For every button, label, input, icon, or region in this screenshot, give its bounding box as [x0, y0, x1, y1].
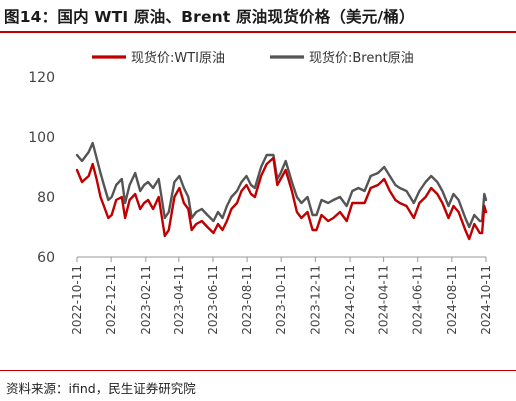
x-tick-label: 2022-12-11 [104, 265, 118, 335]
footer-rule [0, 370, 516, 371]
x-axis: 2022-10-11 2022-12-11 2023-02-11 2023-04-11… [70, 256, 493, 335]
x-tick-label: 2022-10-11 [70, 265, 84, 335]
y-tick-label: 120 [28, 70, 55, 86]
legend-label-wti: 现货价:WTI原油 [131, 50, 225, 66]
series-group [75, 141, 488, 241]
x-tick-label: 2023-08-11 [240, 265, 254, 335]
y-tick-label: 80 [37, 190, 55, 206]
x-tick-label: 2024-08-11 [445, 265, 459, 335]
title-rule [0, 31, 516, 33]
x-tick-label: 2024-10-11 [479, 265, 493, 335]
x-tick-label: 2023-04-11 [172, 265, 186, 335]
y-tick-label: 100 [28, 130, 55, 146]
source-note: 资料来源：ifind，民生证券研究院 [6, 381, 196, 396]
x-tick-label: 2023-10-11 [274, 265, 288, 335]
y-tick-label: 60 [37, 250, 55, 266]
x-tick-label: 2024-06-11 [411, 265, 425, 335]
x-tick-label: 2024-02-11 [343, 265, 357, 335]
x-tick-label: 2024-04-11 [377, 265, 391, 335]
series-line-brent [75, 141, 488, 229]
series-line-wti [75, 156, 488, 241]
x-tick-label: 2023-02-11 [139, 265, 153, 335]
x-tick-label: 2023-06-11 [206, 265, 220, 335]
legend: 现货价:WTI原油 现货价:Brent原油 [92, 50, 414, 66]
x-tick-label: 2023-12-11 [308, 265, 322, 335]
legend-label-brent: 现货价:Brent原油 [309, 50, 414, 66]
y-axis: 60 80 100 120 [28, 70, 55, 266]
chart-title: 图14：国内 WTI 原油、Brent 原油现货价格（美元/桶） [4, 8, 415, 26]
